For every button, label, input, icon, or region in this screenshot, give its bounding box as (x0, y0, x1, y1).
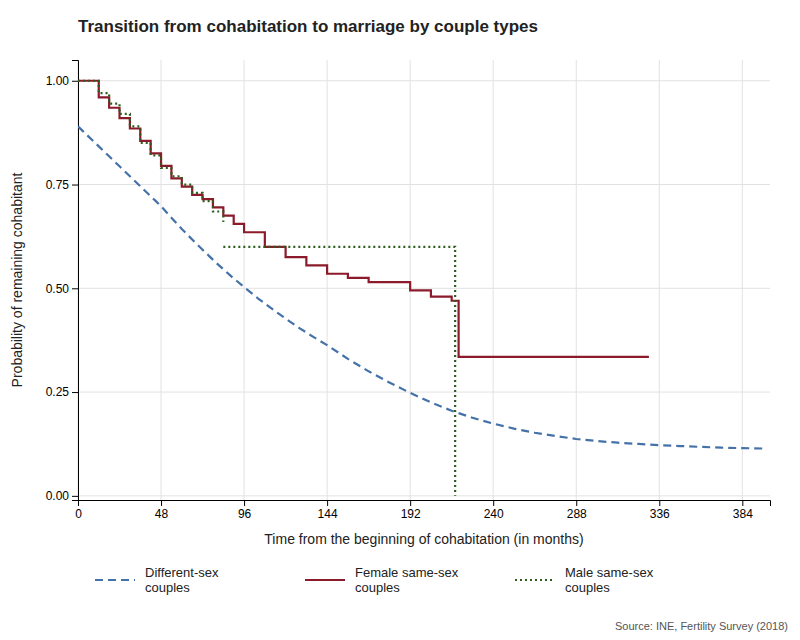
grid-line-x (742, 60, 743, 500)
x-tick-label: 48 (155, 507, 169, 521)
x-tick-label: 0 (75, 507, 82, 521)
grid-line-x (410, 60, 411, 500)
y-tick-label: 1.00 (46, 74, 70, 88)
legend-item: Different-sexcouples (95, 565, 219, 595)
x-tick-label: 384 (733, 507, 753, 521)
y-tick-mark (72, 185, 78, 186)
y-tick-mark (72, 81, 78, 82)
y-tick: 0.00 (46, 489, 78, 503)
y-tick-label: 0.25 (46, 385, 70, 399)
x-tick-label: 192 (401, 507, 421, 521)
x-tick-mark (659, 500, 660, 506)
grid-line-x (659, 60, 660, 500)
y-tick: 0.75 (46, 178, 78, 192)
grid-line-y (78, 288, 770, 289)
y-axis-line (72, 61, 79, 501)
series-group (78, 81, 763, 496)
x-axis-line (79, 501, 771, 507)
legend-label: Different-sexcouples (145, 565, 219, 595)
x-tick: 48 (155, 500, 169, 521)
x-tick-label: 96 (238, 507, 252, 521)
x-tick-mark (410, 500, 411, 506)
x-tick-mark (327, 500, 328, 506)
y-tick: 0.50 (46, 282, 78, 296)
grid-line-y (78, 495, 770, 496)
x-tick-label: 336 (650, 507, 670, 521)
x-tick-label: 144 (318, 507, 338, 521)
grid-line-x (161, 60, 162, 500)
series-line (78, 81, 455, 496)
x-tick: 288 (567, 500, 587, 521)
x-tick: 384 (733, 500, 753, 521)
grid-line-x (576, 60, 577, 500)
series-line (78, 81, 649, 357)
x-tick: 0 (75, 500, 82, 521)
x-tick: 336 (650, 500, 670, 521)
x-tick-label: 288 (567, 507, 587, 521)
grid-line-y (78, 80, 770, 81)
x-tick-label: 240 (484, 507, 504, 521)
legend-item: Female same-sexcouples (305, 565, 459, 595)
y-tick-mark (72, 392, 78, 393)
grid-line-y (78, 392, 770, 393)
legend-label: Male same-sexcouples (565, 565, 654, 595)
title: Transition from cohabitation to marriage… (78, 17, 538, 36)
legend-item: Male same-sexcouples (515, 565, 654, 595)
legend-swatch (305, 579, 345, 581)
y-tick: 0.25 (46, 385, 78, 399)
x-tick: 144 (318, 500, 338, 521)
x-tick-mark (244, 500, 245, 506)
plot: 0 48 96 144 192 240 288 336 384 0.00 0.25 0.50 0.75 1… (46, 60, 771, 521)
x-tick-mark (493, 500, 494, 506)
series-line (78, 126, 763, 448)
x-tick-mark (742, 500, 743, 506)
y-tick-label: 0.00 (46, 489, 70, 503)
x-tick-mark (576, 500, 577, 506)
y-tick: 1.00 (46, 74, 78, 88)
chart: Transition from cohabitation to marriage… (0, 0, 800, 640)
x-tick: 192 (401, 500, 421, 521)
legend-swatch (95, 579, 135, 581)
legend-swatch (515, 579, 555, 581)
y-tick-label: 0.50 (46, 282, 70, 296)
y-axis: 0.00 0.25 0.50 0.75 1.00 (46, 61, 79, 504)
x-axis: 0 48 96 144 192 240 288 336 384 (75, 500, 770, 521)
y-tick-label: 0.75 (46, 178, 70, 192)
x-tick: 240 (484, 500, 504, 521)
legend: Different-sexcouples Female same-sexcoupl… (95, 565, 654, 595)
source: Source: INE, Fertility Survey (2018) (615, 620, 788, 632)
legend-label: Female same-sexcouples (355, 565, 459, 595)
y-tick-mark (72, 288, 78, 289)
x-tick: 96 (238, 500, 252, 521)
grid-line-x (244, 60, 245, 500)
y-tick-mark (72, 496, 78, 497)
grid (78, 60, 770, 500)
x-tick-mark (161, 500, 162, 506)
y-axis-title: Probability of remaining cohabitant (9, 172, 25, 387)
grid-line-x (327, 60, 328, 500)
x-axis-title: Time from the beginning of cohabitation … (264, 531, 583, 547)
grid-line-x (493, 60, 494, 500)
